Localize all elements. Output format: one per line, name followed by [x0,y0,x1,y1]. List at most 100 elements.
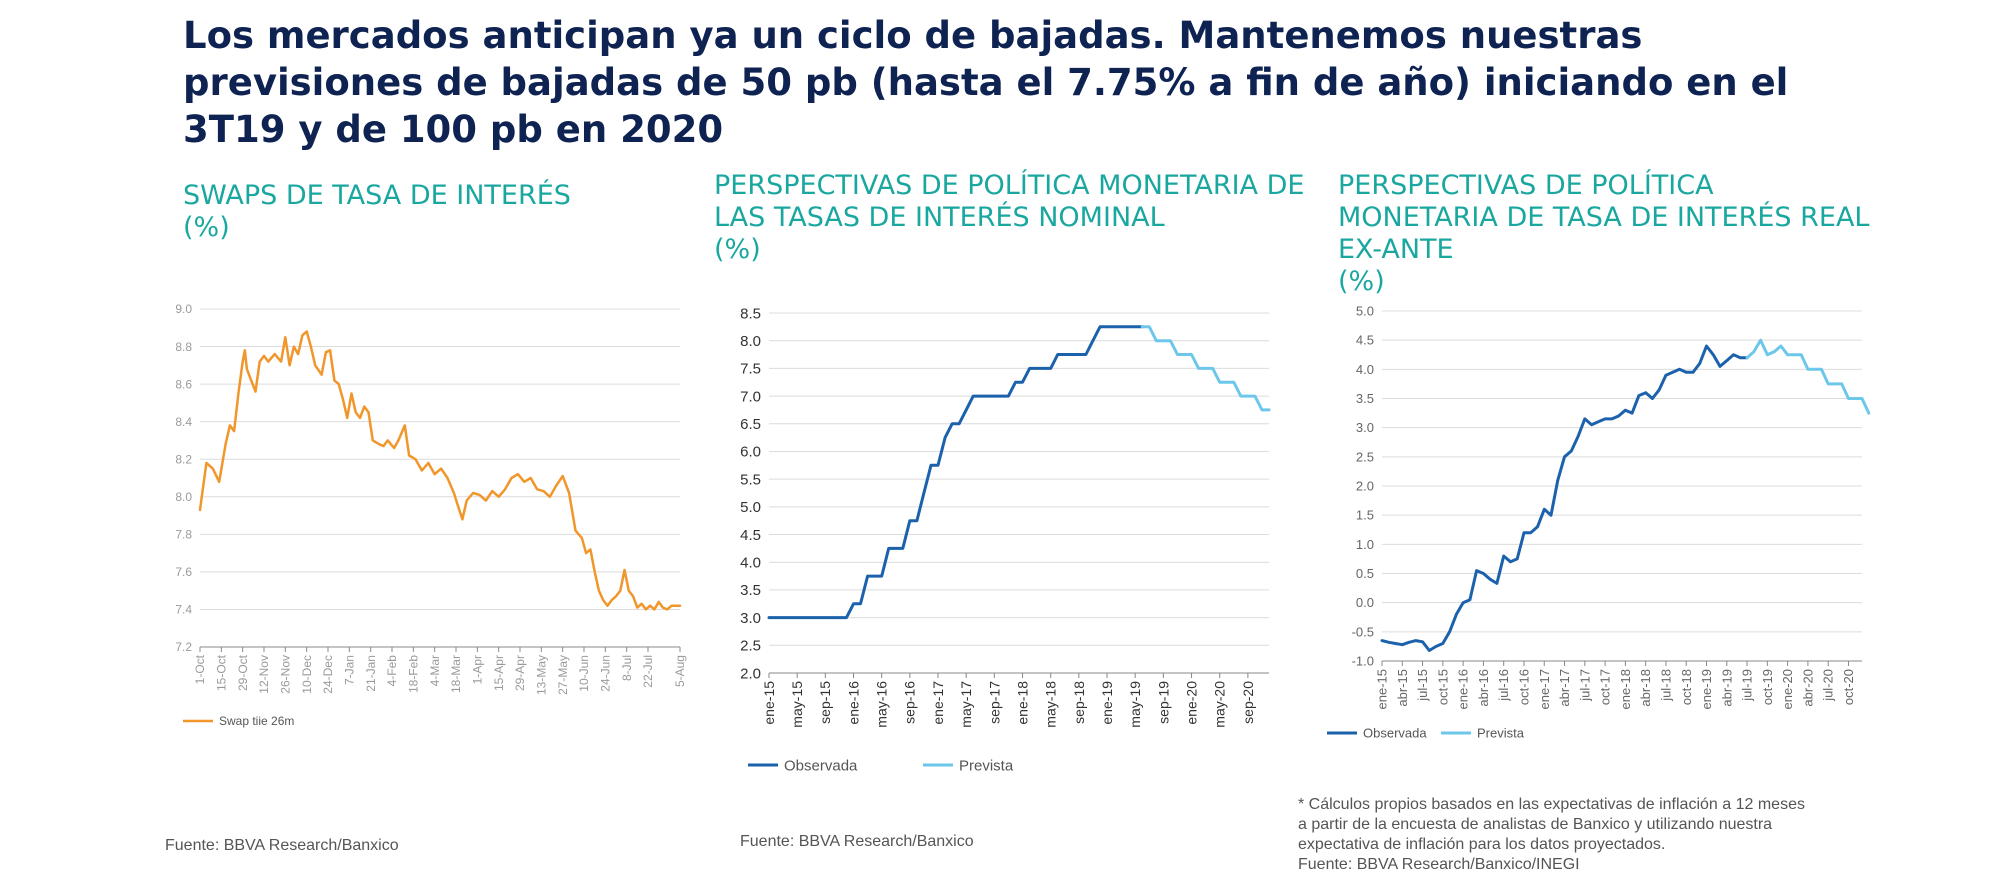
chart1-xtick-label: 24-Dec [321,655,335,694]
chart1-ytick-label: 7.6 [175,565,192,579]
chart2-ytick-label: 6.5 [740,416,761,433]
chart2-series-line-2 [1140,325,1271,412]
footnote-line3: expectativa de inflación para los datos … [1298,836,1666,853]
chart1-xtick-label: 29-Oct [236,654,250,691]
chart2-ytick-label: 7.5 [740,361,761,378]
chart1-ytick-label: 7.4 [175,603,192,617]
chart2-ytick-label: 5.0 [740,499,761,516]
chart3-xtick-label: jul-17 [1577,669,1592,702]
chart1-xtick-label: 4-Mar [428,655,442,686]
chart3-ytick-label: 2.0 [1356,479,1374,494]
chart1-xtick-label: 15-Oct [215,654,229,691]
chart3-xtick-label: ene-15 [1375,669,1390,709]
chart1-xtick-label: 26-Nov [279,655,293,694]
chart2-xtick-label: ene-15 [761,681,777,725]
chart1-ytick-label: 8.0 [175,490,192,504]
chart3-unit: (%) [1338,266,1385,297]
footnote-line2: a partir de la encuesta de analistas de … [1298,816,1773,833]
chart3-xtick-label: oct-19 [1760,669,1775,705]
chart2-ytick-label: 2.5 [740,638,761,655]
chart3-ytick-label: -1.0 [1352,654,1374,669]
chart3-xtick-label: ene-18 [1618,669,1633,709]
chart1-xtick-label: 18-Mar [449,655,463,693]
chart1-xtick-label: 10-Dec [300,655,314,694]
chart1-xtick-label: 27-May [556,655,570,695]
chart3-ytick-label: 1.5 [1356,508,1374,523]
chart1-xtick-label: 10-Jun [577,655,591,692]
chart1-title-block: SWAPS DE TASA DE INTERÉS (%) [183,180,571,244]
chart3-ytick-label: 0.5 [1356,566,1374,581]
chart1-xtick-label: 22-Jul [641,655,655,688]
chart2-ytick-label: 7.0 [740,388,761,405]
chart3-ytick-label: 4.0 [1356,362,1374,377]
page-headline: Los mercados anticipan ya un ciclo de ba… [183,14,1789,151]
chart2-xtick-label: may-17 [958,681,974,728]
chart2-xtick-label: sep-17 [986,681,1002,724]
chart2-ytick-label: 4.0 [740,554,761,571]
chart3-xtick-label: abr-18 [1638,669,1653,707]
chart1-xtick-label: 15-Apr [492,655,506,691]
chart2-unit: (%) [714,234,761,265]
chart2-ytick-label: 4.5 [740,527,761,544]
chart2-xtick-label: sep-15 [817,681,833,724]
chart3-title-line2: MONETARIA DE TASA DE INTERÉS REAL [1338,202,1870,233]
chart3-xtick-label: ene-19 [1699,669,1714,709]
chart2-ytick-label: 8.5 [740,305,761,322]
chart3-xtick-label: jul-15 [1415,669,1430,702]
chart1-legend-label-1: Swap tiie 26m [219,714,294,728]
chart3-title-block: PERSPECTIVAS DE POLÍTICA MONETARIA DE TA… [1338,170,1869,298]
chart3-title-line1: PERSPECTIVAS DE POLÍTICA [1338,170,1714,201]
chart2-title-line1: PERSPECTIVAS DE POLÍTICA MONETARIA DE [714,170,1305,201]
chart3-ytick-label: 3.0 [1356,420,1374,435]
chart1-ytick-label: 8.2 [175,452,192,466]
chart1-ytick-label: 8.6 [175,377,192,391]
chart3-xtick-label: jul-18 [1658,669,1673,702]
chart2-title-block: PERSPECTIVAS DE POLÍTICA MONETARIA DE LA… [714,170,1304,266]
chart1-ytick-label: 8.8 [175,340,192,354]
chart3-xtick-label: ene-20 [1780,669,1795,709]
chart3-xtick-label: jul-19 [1740,669,1755,702]
chart3-xtick-label: oct-16 [1517,669,1532,705]
chart2-ytick-label: 5.5 [740,471,761,488]
chart3-ytick-label: 3.5 [1356,391,1374,406]
chart3-xtick-label: jul-16 [1496,669,1511,702]
chart3-xtick-label: ene-16 [1456,669,1471,709]
chart1-xtick-label: 18-Feb [407,655,421,693]
chart3-ytick-label: 0.0 [1356,595,1374,610]
chart1-xtick-label: 1-Apr [471,655,485,684]
chart1-xtick-label: 29-Apr [513,655,527,691]
chart1-title: SWAPS DE TASA DE INTERÉS [183,180,571,211]
chart3-xtick-label: oct-18 [1679,669,1694,705]
chart3-real-rate: -1.0 -0.5 0.0 0.5 1.0 1.5 2.0 2.5 3.0 3.5 4.0 4.5 5.… [1327,304,1871,741]
chart2-xtick-label: sep-20 [1240,681,1256,724]
chart3-xtick-label: abr-19 [1719,669,1734,707]
chart1-source: Fuente: BBVA Research/Banxico [165,837,399,854]
chart2-xtick-label: ene-19 [1099,681,1115,725]
chart2-xtick-label: sep-16 [902,681,918,724]
chart1-ytick-label: 7.8 [175,528,192,542]
chart2-ytick-label: 6.0 [740,444,761,461]
chart2-xtick-label: may-20 [1212,681,1228,728]
chart1-swaps: 7.2 7.4 7.6 7.8 8.0 8.2 8.4 8.6 8.8 9.0 1-Oct 15-Oc… [175,302,687,728]
chart1-xtick-label: 24-Jun [599,655,613,692]
chart3-legend-label-2: Prevista [1477,726,1525,741]
chart1-xtick-label: 7-Jan [343,655,357,685]
chart3-series-line-1 [1380,344,1749,652]
chart2-xtick-label: sep-19 [1155,681,1171,724]
chart2-title-line2: LAS TASAS DE INTERÉS NOMINAL [714,202,1165,233]
chart3-ytick-label: 4.5 [1356,333,1374,348]
chart2-xtick-label: ene-18 [1014,681,1030,725]
chart1-series-line-1 [198,330,682,611]
chart3-ytick-label: 2.5 [1356,449,1374,464]
chart3-xtick-label: abr-15 [1395,669,1410,707]
chart2-ytick-label: 8.0 [740,333,761,350]
chart3-ytick-label: 5.0 [1356,304,1374,319]
chart1-ytick-label: 8.4 [175,415,192,429]
chart2-legend-label-1: Observada [784,757,858,774]
chart3-xtick-label: abr-17 [1557,669,1572,707]
chart3-ytick-label: 1.0 [1356,537,1374,552]
chart1-xtick-label: 4-Feb [385,655,399,687]
chart3-xtick-label: abr-20 [1800,669,1815,707]
chart2-xtick-label: may-18 [1043,681,1059,728]
chart3-legend-label-1: Observada [1363,726,1427,741]
